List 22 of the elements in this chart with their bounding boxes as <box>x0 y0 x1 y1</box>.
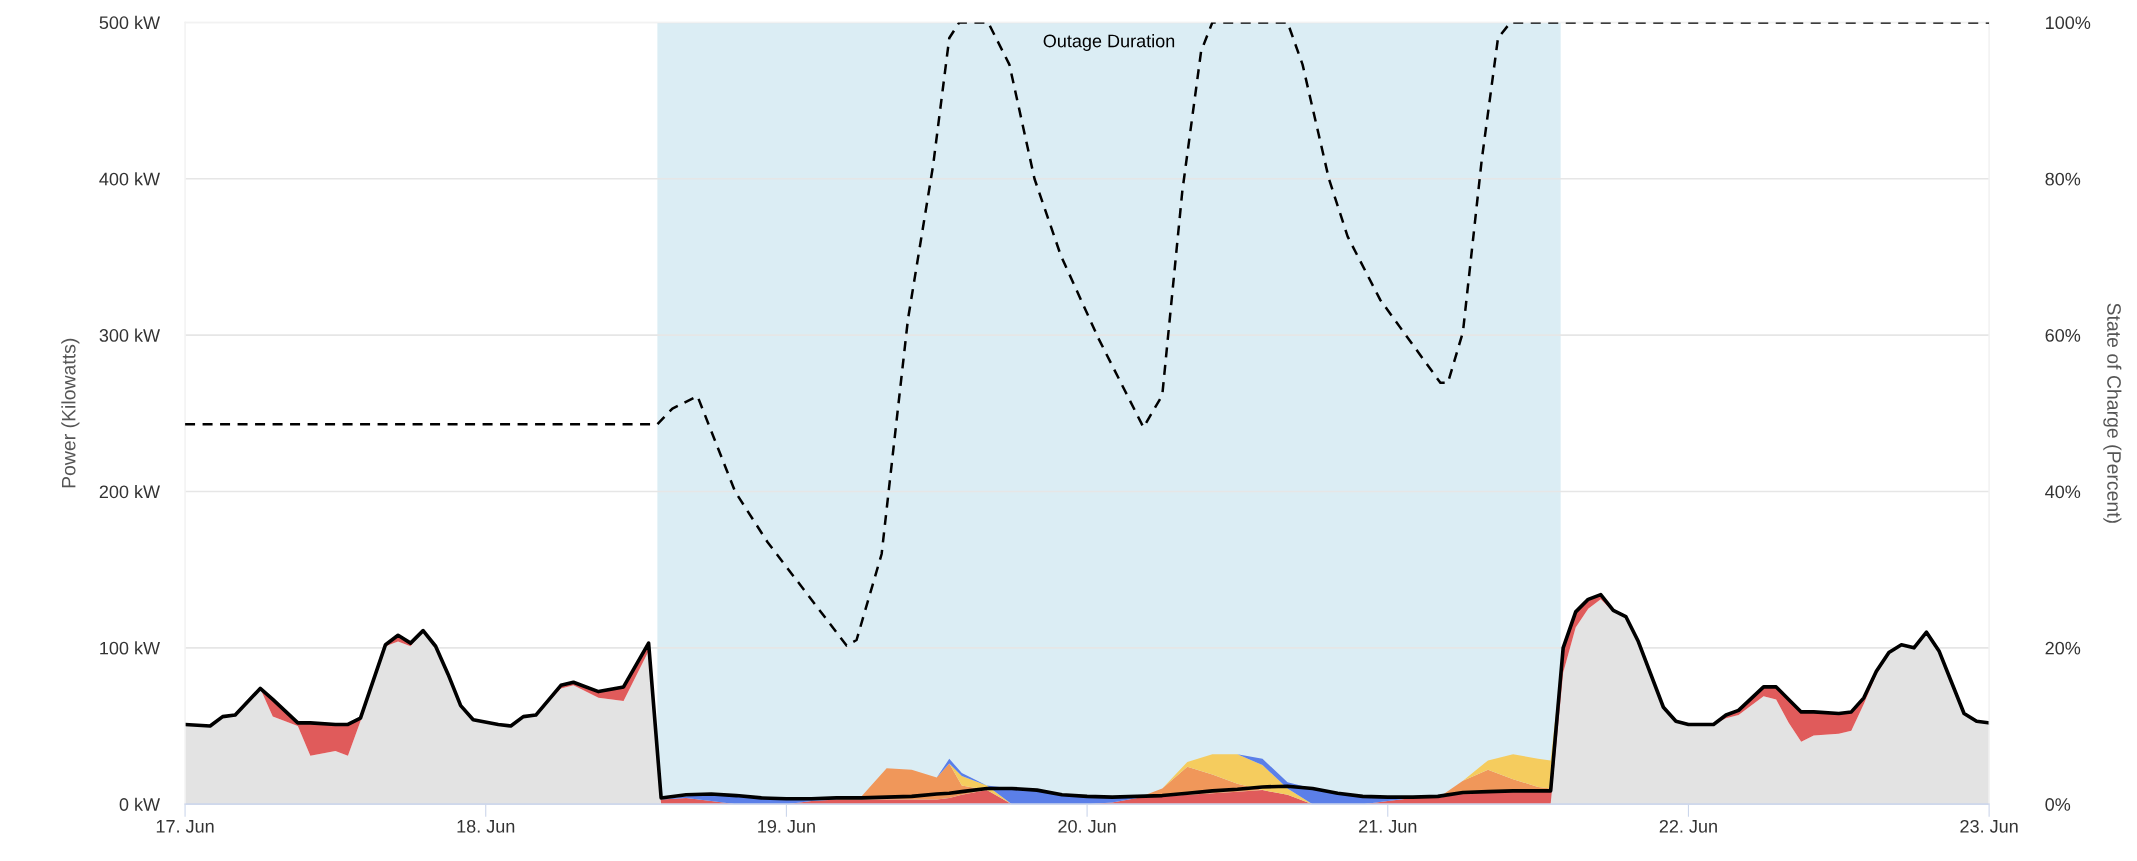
y2-axis-title: State of Charge (Percent) <box>2103 303 2122 523</box>
y-tick-label: 300 kW <box>99 328 161 342</box>
x-tick-label: 21. Jun <box>1359 819 1417 833</box>
x-tick-label: 22. Jun <box>1659 819 1717 833</box>
y2-tick-label: 40% <box>2045 485 2081 499</box>
y-tick-label: 200 kW <box>99 484 161 499</box>
y2-tick-label: 80% <box>2045 172 2081 186</box>
y-tick-label: 400 kW <box>99 172 161 186</box>
y2-tick-label: 60% <box>2045 329 2081 342</box>
y2-tick-label: 100% <box>2046 16 2091 30</box>
x-tick-label: 20. Jun <box>1058 819 1116 833</box>
x-tick-label: 23. Jun <box>1960 819 2018 833</box>
x-tick-label: 18. Jun <box>457 819 515 833</box>
y-tick-label: 0 kW <box>119 797 160 811</box>
y-tick-label: 100 kW <box>100 641 161 655</box>
x-tick-label: 19. Jun <box>758 819 815 833</box>
band-label: Outage Duration <box>1043 34 1175 51</box>
y2-tick-label: 0% <box>2045 798 2071 811</box>
y-axis-title: Power (Kilowatts) <box>61 338 80 488</box>
y2-tick-label: 20% <box>2045 641 2081 655</box>
y-tick-label: 500 kW <box>99 15 161 30</box>
x-tick-label: 17. Jun <box>156 820 214 833</box>
